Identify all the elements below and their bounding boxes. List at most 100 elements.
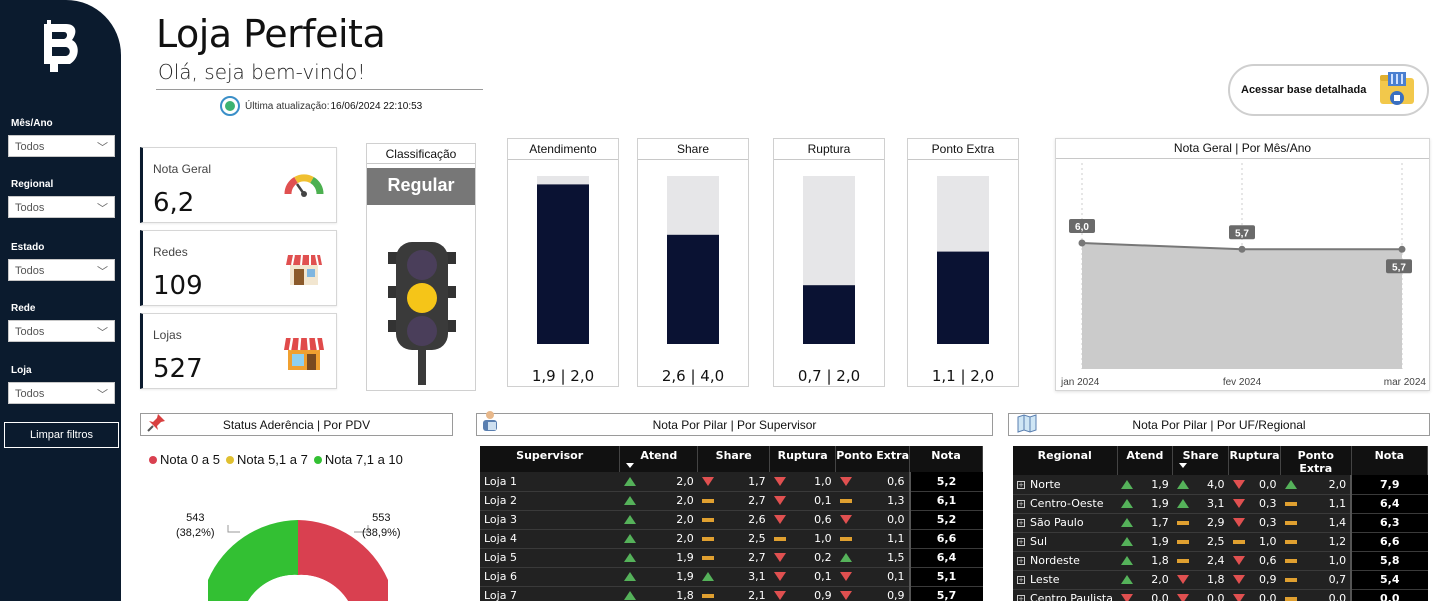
filter-label-loja: Loja xyxy=(11,365,32,376)
column-header[interactable]: Ponto Extra xyxy=(835,446,911,472)
chevron-down-icon: ﹀ xyxy=(97,266,108,278)
pillar-fill xyxy=(537,184,589,344)
kpi-label: Nota Geral xyxy=(153,162,212,176)
table-row[interactable]: Loja 3 2,0 2,6 0,6 0,0 5,2 xyxy=(480,510,983,530)
cell-atend: 1,9 xyxy=(1117,494,1173,514)
trend-down-icon xyxy=(839,591,852,600)
table-row[interactable]: + São Paulo 1,7 2,9 0,3 1,4 6,3 xyxy=(1013,513,1428,533)
table-row[interactable]: Loja 4 2,0 2,5 1,0 1,1 6,6 xyxy=(480,529,983,549)
cell-share: 0,0 xyxy=(1172,589,1229,601)
classification-value: Regular xyxy=(367,168,475,205)
row-label: Centro Paulista xyxy=(1030,592,1113,601)
table-row[interactable]: + Centro Paulista 0,0 0,0 0,0 0,0 0,0 xyxy=(1013,589,1428,601)
table-row[interactable]: + Leste 2,0 1,8 0,9 0,7 5,4 xyxy=(1013,570,1428,590)
row-name: Loja 6 xyxy=(480,567,620,587)
gauge-icon xyxy=(284,174,324,197)
x-tick-label: jan 2024 xyxy=(1060,377,1100,388)
filter-select-rede[interactable]: Todos ﹀ xyxy=(8,320,115,342)
sort-desc-icon[interactable] xyxy=(1179,463,1187,468)
donut-segment-green xyxy=(208,520,298,601)
cell-nota: 6,3 xyxy=(1350,513,1428,533)
cell-value: 0,1 xyxy=(887,570,905,583)
access-detailed-base-button[interactable]: Acessar base detalhada xyxy=(1228,64,1429,116)
table-row[interactable]: Loja 7 1,8 2,1 0,9 0,9 5,7 xyxy=(480,586,983,601)
kpi-value: 109 xyxy=(153,271,203,301)
cell-value: 0,9 xyxy=(1259,573,1277,586)
column-header[interactable]: Ruptura xyxy=(769,446,837,472)
expand-icon[interactable]: + xyxy=(1017,519,1025,527)
table-row[interactable]: Loja 2 2,0 2,7 0,1 1,3 6,1 xyxy=(480,491,983,511)
regional-table-grid: Regional Atend Share Ruptura Ponto Extra… xyxy=(1013,446,1428,601)
kpi-card-nota-geral: Nota Geral 6,2 xyxy=(140,147,337,223)
table-row[interactable]: Loja 1 2,0 1,7 1,0 0,6 5,2 xyxy=(480,472,983,492)
pillar-score: 0,7 | 2,0 xyxy=(797,367,861,385)
data-point[interactable] xyxy=(1238,245,1246,253)
column-header[interactable]: Nota xyxy=(909,446,983,472)
kpi-card-redes: Redes 109 xyxy=(140,230,337,306)
filter-select-mes-ano[interactable]: Todos ﹀ xyxy=(8,135,115,157)
cell-nota: 7,9 xyxy=(1350,475,1428,495)
row-name: + Centro-Oeste xyxy=(1013,494,1117,514)
pillar-bar-atendimento xyxy=(537,176,589,344)
cell-value: 1,7 xyxy=(1151,516,1169,529)
row-name: Loja 3 xyxy=(480,510,620,530)
filter-label-estado: Estado xyxy=(11,242,45,253)
expand-icon[interactable]: + xyxy=(1017,557,1025,565)
cell-value: 4,0 xyxy=(1207,477,1225,491)
trend-flat-icon xyxy=(773,536,786,541)
trend-up-icon xyxy=(623,591,636,600)
table-row[interactable]: Loja 6 1,9 3,1 0,1 0,1 5,1 xyxy=(480,567,983,587)
regional-table: Regional Atend Share Ruptura Ponto Extra… xyxy=(1013,446,1428,601)
table-row[interactable]: Loja 5 1,9 2,7 0,2 1,5 6,4 xyxy=(480,548,983,568)
data-label: 6,0 xyxy=(1075,222,1089,233)
cell-nota: 6,6 xyxy=(1350,532,1428,552)
regional-panel-title: Nota Por Pilar | Por UF/Regional xyxy=(1008,413,1430,436)
cell-value: 2,5 xyxy=(748,532,766,545)
data-point[interactable] xyxy=(1398,245,1406,253)
filter-value: Todos xyxy=(15,265,45,277)
table-row[interactable]: + Centro-Oeste 1,9 3,1 0,3 1,1 6,4 xyxy=(1013,494,1428,514)
filter-label-rede: Rede xyxy=(11,303,36,314)
cell-ruptura: 0,1 xyxy=(769,567,836,587)
page-title: Loja Perfeita xyxy=(156,12,386,56)
cell-value: 1,9 xyxy=(1151,497,1169,510)
column-header[interactable]: Atend xyxy=(1117,446,1174,475)
cell-value: 0,0 xyxy=(1328,592,1347,601)
column-header[interactable]: Supervisor xyxy=(480,446,621,472)
table-row[interactable]: + Norte 1,9 4,0 0,0 2,0 7,9 xyxy=(1013,475,1428,495)
database-folder-icon xyxy=(1380,72,1415,105)
column-header[interactable]: Atend xyxy=(619,446,699,472)
table-row[interactable]: + Nordeste 1,8 2,4 0,6 1,0 5,8 xyxy=(1013,551,1428,571)
filter-select-loja[interactable]: Todos ﹀ xyxy=(8,382,115,404)
cell-ponto: 1,3 xyxy=(835,491,910,511)
trend-down-icon xyxy=(1176,594,1189,601)
expand-icon[interactable]: + xyxy=(1017,576,1025,584)
chart-title: Nota Geral | Por Mês/Ano xyxy=(1056,139,1429,159)
column-header[interactable]: Share xyxy=(1172,446,1230,475)
expand-icon[interactable]: + xyxy=(1017,538,1025,546)
expand-icon[interactable]: + xyxy=(1017,500,1025,508)
cell-atend: 1,9 xyxy=(1117,475,1173,495)
column-header[interactable]: Nota xyxy=(1351,446,1428,475)
filter-select-regional[interactable]: Todos ﹀ xyxy=(8,196,115,218)
expand-icon[interactable]: + xyxy=(1017,595,1025,601)
column-header[interactable]: Ponto Extra xyxy=(1280,446,1352,475)
expand-icon[interactable]: + xyxy=(1017,480,1025,489)
donut-count: 553 xyxy=(372,512,391,524)
row-name: + Sul xyxy=(1013,532,1117,552)
row-label: Loja 1 xyxy=(484,474,517,488)
area-fill xyxy=(1082,243,1402,369)
filter-select-estado[interactable]: Todos ﹀ xyxy=(8,259,115,281)
cell-value: 0,1 xyxy=(814,494,832,507)
sort-desc-icon[interactable] xyxy=(626,463,634,468)
column-header[interactable]: Regional xyxy=(1013,446,1118,475)
column-header[interactable]: Share xyxy=(697,446,771,472)
clear-filters-button[interactable]: Limpar filtros xyxy=(4,422,119,448)
table-row[interactable]: + Sul 1,9 2,5 1,0 1,2 6,6 xyxy=(1013,532,1428,552)
column-header[interactable]: Ruptura xyxy=(1228,446,1281,475)
cell-atend: 1,9 xyxy=(619,548,698,568)
kpi-label: Lojas xyxy=(153,328,182,342)
trend-up-icon xyxy=(1121,499,1133,508)
trend-up-icon xyxy=(623,476,636,486)
data-point[interactable] xyxy=(1078,239,1086,247)
